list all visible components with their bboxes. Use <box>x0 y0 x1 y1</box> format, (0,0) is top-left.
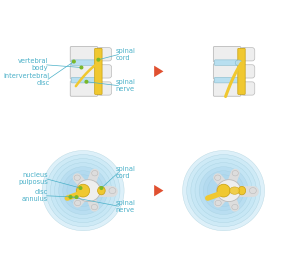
Circle shape <box>73 60 75 63</box>
FancyBboxPatch shape <box>99 48 112 61</box>
FancyBboxPatch shape <box>242 82 255 95</box>
Ellipse shape <box>67 175 99 206</box>
Ellipse shape <box>55 163 112 219</box>
Ellipse shape <box>249 188 256 194</box>
Circle shape <box>75 196 78 198</box>
Circle shape <box>100 187 103 189</box>
Text: nucleus
pulposus: nucleus pulposus <box>18 172 48 185</box>
Polygon shape <box>154 66 164 77</box>
Ellipse shape <box>191 159 256 223</box>
Ellipse shape <box>98 186 105 195</box>
Ellipse shape <box>230 187 240 194</box>
Ellipse shape <box>235 60 242 66</box>
Ellipse shape <box>207 175 240 206</box>
Ellipse shape <box>59 167 108 215</box>
FancyBboxPatch shape <box>214 60 240 66</box>
Text: disc
annulus: disc annulus <box>22 189 48 202</box>
FancyBboxPatch shape <box>70 81 98 96</box>
Ellipse shape <box>46 155 120 227</box>
Ellipse shape <box>109 188 116 194</box>
Ellipse shape <box>92 171 98 176</box>
FancyBboxPatch shape <box>214 77 240 83</box>
FancyBboxPatch shape <box>242 65 255 78</box>
FancyBboxPatch shape <box>71 60 97 66</box>
Ellipse shape <box>203 171 244 210</box>
Circle shape <box>97 58 100 61</box>
Text: spinal
cord: spinal cord <box>116 166 136 179</box>
Circle shape <box>85 80 88 83</box>
Text: spinal
nerve: spinal nerve <box>116 200 136 213</box>
FancyBboxPatch shape <box>238 65 246 78</box>
FancyBboxPatch shape <box>70 46 98 62</box>
Ellipse shape <box>217 180 241 201</box>
Ellipse shape <box>42 151 124 231</box>
FancyBboxPatch shape <box>213 64 241 79</box>
Ellipse shape <box>76 180 100 201</box>
FancyBboxPatch shape <box>94 65 103 78</box>
Text: spinal
cord: spinal cord <box>116 48 136 61</box>
Ellipse shape <box>232 171 239 176</box>
Ellipse shape <box>63 171 104 210</box>
Ellipse shape <box>75 200 81 206</box>
FancyBboxPatch shape <box>94 48 103 61</box>
Text: intervertebral
disc: intervertebral disc <box>3 73 50 86</box>
Ellipse shape <box>91 204 98 210</box>
Text: vertebral
body: vertebral body <box>18 58 48 72</box>
Polygon shape <box>154 185 164 196</box>
Ellipse shape <box>195 163 252 219</box>
Ellipse shape <box>232 204 238 210</box>
Ellipse shape <box>187 155 260 227</box>
FancyBboxPatch shape <box>94 82 103 95</box>
FancyBboxPatch shape <box>238 48 246 61</box>
Text: spinal
nerve: spinal nerve <box>116 79 136 92</box>
Ellipse shape <box>199 167 248 215</box>
FancyBboxPatch shape <box>95 48 102 94</box>
Ellipse shape <box>217 184 230 197</box>
FancyBboxPatch shape <box>99 65 112 78</box>
Ellipse shape <box>183 151 265 231</box>
FancyBboxPatch shape <box>70 64 98 79</box>
FancyBboxPatch shape <box>99 82 112 95</box>
FancyBboxPatch shape <box>213 81 241 96</box>
Ellipse shape <box>76 184 90 197</box>
Circle shape <box>79 187 82 189</box>
Circle shape <box>80 66 83 69</box>
Circle shape <box>69 196 72 198</box>
FancyBboxPatch shape <box>238 82 246 95</box>
FancyBboxPatch shape <box>213 46 241 62</box>
FancyBboxPatch shape <box>238 48 245 94</box>
FancyBboxPatch shape <box>71 77 97 83</box>
Ellipse shape <box>215 200 221 206</box>
Ellipse shape <box>50 159 116 223</box>
Ellipse shape <box>214 175 221 181</box>
Ellipse shape <box>74 175 80 181</box>
FancyBboxPatch shape <box>242 48 255 61</box>
Ellipse shape <box>238 186 246 195</box>
